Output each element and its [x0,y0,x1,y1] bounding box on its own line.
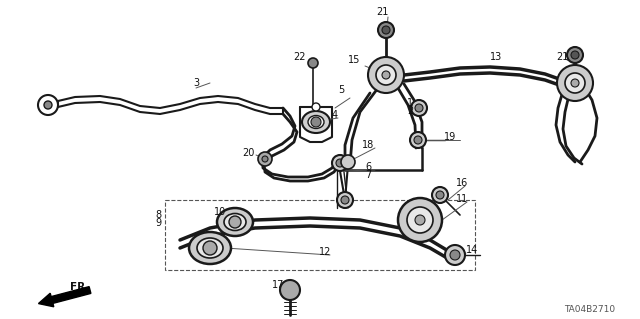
Circle shape [407,207,433,233]
Text: 22: 22 [294,52,307,62]
Circle shape [432,187,448,203]
Text: 18: 18 [362,140,374,150]
Circle shape [436,191,444,199]
Text: 20: 20 [242,148,254,158]
Text: 13: 13 [490,52,502,62]
Text: 3: 3 [193,78,199,88]
Text: 12: 12 [319,247,331,257]
Text: 8: 8 [155,210,161,220]
Circle shape [571,51,579,59]
Circle shape [38,95,58,115]
Circle shape [258,152,272,166]
Text: 19: 19 [444,132,456,142]
Circle shape [378,22,394,38]
Circle shape [415,215,425,225]
Text: 6: 6 [365,162,371,172]
Circle shape [311,117,321,127]
Ellipse shape [302,111,330,133]
Circle shape [280,280,300,300]
Text: 11: 11 [456,194,468,204]
Circle shape [337,192,353,208]
Text: 5: 5 [338,85,344,95]
Circle shape [410,132,426,148]
Circle shape [450,250,460,260]
Circle shape [571,79,579,87]
Circle shape [312,103,320,111]
Text: 9: 9 [155,218,161,228]
Bar [165,200,475,270]
Text: 1: 1 [407,98,413,108]
Ellipse shape [217,208,253,236]
Circle shape [44,101,52,109]
Circle shape [414,136,422,144]
Circle shape [415,104,423,112]
Text: 16: 16 [456,178,468,188]
Circle shape [368,57,404,93]
Text: 7: 7 [365,170,371,180]
Text: 10: 10 [214,207,226,217]
Circle shape [382,71,390,79]
Circle shape [308,58,318,68]
Circle shape [203,241,217,255]
Ellipse shape [224,213,246,231]
Ellipse shape [189,232,231,264]
Text: 4: 4 [332,110,338,120]
Circle shape [445,245,465,265]
Circle shape [398,198,442,242]
Circle shape [341,196,349,204]
Ellipse shape [197,238,223,258]
Circle shape [376,65,396,85]
Ellipse shape [308,115,324,129]
Circle shape [341,155,355,169]
Text: TA04B2710: TA04B2710 [564,306,616,315]
Circle shape [336,159,344,167]
Text: 17: 17 [272,280,284,290]
Circle shape [567,47,583,63]
Circle shape [411,100,427,116]
Text: 15: 15 [348,55,360,65]
Circle shape [262,156,268,162]
Text: 21: 21 [556,52,568,62]
Text: 14: 14 [466,245,478,255]
Circle shape [557,65,593,101]
Circle shape [229,216,241,228]
Text: 2: 2 [407,106,413,116]
Text: FR.: FR. [70,282,90,292]
FancyArrow shape [38,286,91,307]
Text: 21: 21 [376,7,388,17]
Circle shape [565,73,585,93]
Circle shape [382,26,390,34]
Circle shape [332,155,348,171]
